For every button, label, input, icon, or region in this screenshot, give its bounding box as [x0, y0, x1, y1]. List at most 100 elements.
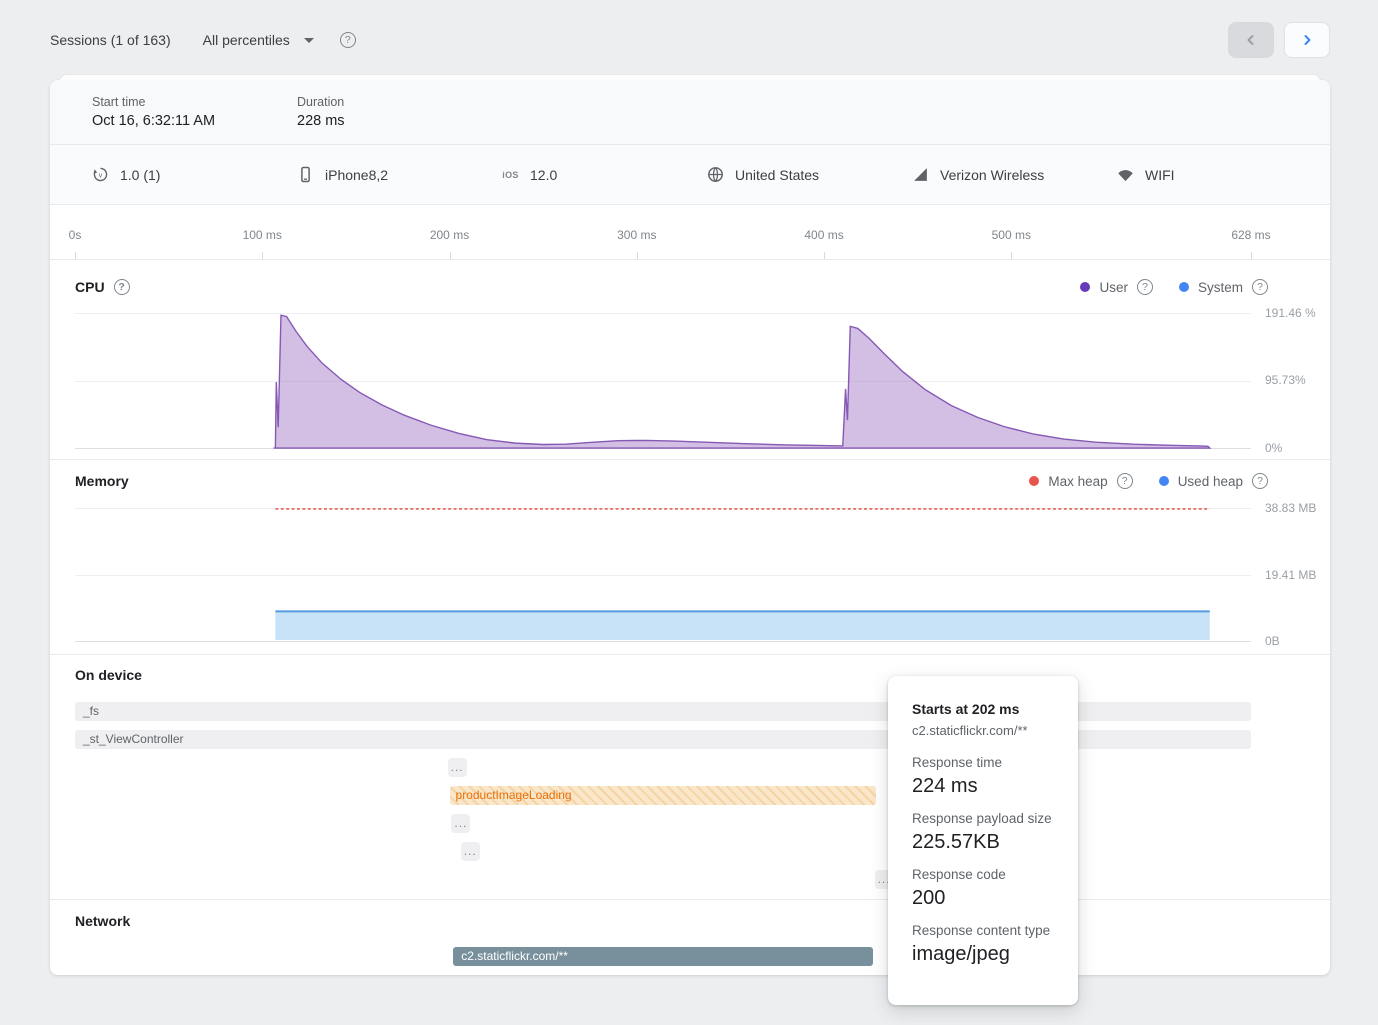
- network-section: Network c2.staticflickr.com/**: [50, 900, 1330, 975]
- timeline-tick-mark: [1011, 252, 1013, 259]
- cell-signal-icon: [912, 166, 929, 183]
- cpu-title: CPU: [75, 279, 105, 295]
- network-trace-rows: c2.staticflickr.com/**: [75, 947, 1251, 975]
- on-device-section-header: On device: [75, 667, 142, 683]
- duration-block: Duration 228 ms: [297, 95, 502, 129]
- memory-chart[interactable]: [75, 505, 1251, 642]
- timeline-tick-label: 300 ms: [617, 228, 657, 242]
- memory-tick-zero: 0B: [1265, 634, 1280, 648]
- timeline-tick-mark: [824, 252, 826, 259]
- on-device-trace-bar[interactable]: ...: [451, 814, 471, 833]
- app-version-item: v 1.0 (1): [92, 166, 297, 183]
- memory-title: Memory: [75, 473, 129, 489]
- cpu-user-area-chart: [273, 312, 1251, 449]
- system-legend-label: System: [1197, 279, 1243, 295]
- carrier-label: Verizon Wireless: [940, 166, 1045, 183]
- next-session-button[interactable]: [1284, 22, 1330, 58]
- session-summary-band: Start time Oct 16, 6:32:11 AM Duration 2…: [50, 80, 1330, 145]
- used-heap-legend-dot: [1158, 476, 1169, 486]
- memory-y-axis: 38.83 MB 19.41 MB 0B: [1251, 460, 1330, 654]
- system-legend-dot: [1178, 282, 1189, 292]
- wifi-icon: [1117, 166, 1134, 183]
- response-code-value: 200: [912, 887, 946, 909]
- response-content-type-value: image/jpeg: [912, 943, 1010, 965]
- timeline-ruler: 0s 100 ms 200 ms 300 ms 400 ms 500 ms 628 ms: [50, 205, 1330, 260]
- start-time-block: Start time Oct 16, 6:32:11 AM: [92, 95, 297, 129]
- phone-icon: [297, 166, 314, 183]
- timeline-tick-label: 500 ms: [991, 228, 1031, 242]
- timeline-tick-label: 0s: [68, 228, 82, 242]
- max-heap-help-icon[interactable]: [1116, 473, 1133, 489]
- cpu-tick-zero: 0%: [1265, 441, 1283, 455]
- timeline-tick-mark: [449, 252, 451, 259]
- used-heap-legend-label: Used heap: [1177, 473, 1243, 489]
- network-request-bar[interactable]: c2.staticflickr.com/**: [453, 947, 873, 966]
- session-detail-card: Start time Oct 16, 6:32:11 AM Duration 2…: [50, 74, 1330, 1005]
- percentiles-dropdown[interactable]: All percentiles: [203, 32, 314, 48]
- on-device-trace-bar[interactable]: productImageLoading: [449, 786, 877, 805]
- user-help-icon[interactable]: [1136, 279, 1153, 295]
- start-time-value: Oct 16, 6:32:11 AM: [92, 113, 216, 129]
- start-time-label: Start time: [92, 95, 146, 109]
- previous-session-button[interactable]: [1228, 22, 1274, 58]
- user-legend-label: User: [1099, 279, 1128, 295]
- memory-section-header: Memory: [75, 473, 129, 489]
- on-device-title: On device: [75, 667, 142, 683]
- svg-text:v: v: [99, 172, 103, 179]
- carrier-item: Verizon Wireless: [912, 166, 1117, 183]
- device-model-item: iPhone8,2: [297, 166, 502, 183]
- memory-legend: Max heap Used heap: [1029, 473, 1268, 489]
- response-time-value: 224 ms: [912, 775, 978, 797]
- chevron-left-icon: [1247, 35, 1254, 45]
- cpu-help-icon[interactable]: [113, 279, 130, 295]
- timeline-tick-mark: [262, 252, 264, 259]
- max-heap-legend-dot: [1029, 476, 1040, 486]
- memory-tick-max: 38.83 MB: [1265, 501, 1317, 515]
- tooltip-url: c2.staticflickr.com/**: [912, 723, 1028, 738]
- os-version-item: iOS 12.0: [502, 166, 707, 183]
- timeline-tick-mark: [75, 252, 76, 259]
- duration-label: Duration: [297, 95, 345, 109]
- response-content-type-label: Response content type: [912, 923, 1051, 938]
- device-model-label: iPhone8,2: [325, 166, 389, 183]
- cpu-legend: User System: [1080, 279, 1268, 295]
- chevron-down-icon: [303, 37, 314, 43]
- cpu-user-series: [273, 315, 1209, 448]
- os-badge-text: iOS: [502, 169, 519, 180]
- system-help-icon[interactable]: [1252, 279, 1268, 295]
- memory-section: Memory Max heap Used heap 38.83 MB 19.41…: [50, 460, 1330, 655]
- timeline-ticks: 0s 100 ms 200 ms 300 ms 400 ms 500 ms 628 ms: [69, 205, 1271, 259]
- cpu-y-axis: 191.46 % 95.73% 0%: [1251, 260, 1330, 459]
- used-heap-series: [275, 611, 1210, 641]
- device-attributes-band: v 1.0 (1) iPhone8,2 iOS 12.0 United Stat…: [50, 145, 1330, 205]
- tooltip-title: Starts at 202 ms: [912, 701, 1020, 717]
- duration-value: 228 ms: [297, 113, 345, 129]
- timeline-tick-mark: [636, 252, 638, 259]
- cpu-section: CPU User System 191.46 % 95.73% 0%: [50, 260, 1330, 460]
- response-payload-value: 225.57KB: [912, 831, 1000, 853]
- memory-heap-chart: [75, 505, 1251, 641]
- os-version-label: 12.0: [530, 166, 558, 183]
- cpu-tick-mid: 95.73%: [1265, 373, 1306, 387]
- help-icon[interactable]: [339, 32, 356, 48]
- on-device-trace-bar[interactable]: ...: [447, 758, 467, 777]
- cpu-chart[interactable]: [75, 312, 1251, 449]
- on-device-trace-bar[interactable]: ...: [460, 842, 480, 861]
- max-heap-legend-label: Max heap: [1048, 473, 1108, 489]
- memory-tick-mid: 19.41 MB: [1265, 568, 1317, 582]
- country-item: United States: [707, 166, 912, 183]
- user-legend-dot: [1080, 282, 1091, 292]
- response-time-label: Response time: [912, 755, 1003, 770]
- timeline-tick-mark: [1251, 252, 1252, 259]
- app-version-icon: v: [92, 166, 109, 183]
- timeline-tick-label: 628 ms: [1231, 228, 1271, 242]
- used-heap-help-icon[interactable]: [1252, 473, 1268, 489]
- chevron-right-icon: [1304, 35, 1311, 45]
- percentiles-dropdown-value: All percentiles: [202, 32, 290, 48]
- response-code-label: Response code: [912, 867, 1006, 882]
- timeline-tick-label: 200 ms: [429, 228, 470, 242]
- app-version-label: 1.0 (1): [120, 166, 161, 183]
- response-payload-label: Response payload size: [912, 811, 1052, 826]
- network-request-tooltip: Starts at 202 ms c2.staticflickr.com/** …: [888, 676, 1078, 1005]
- network-section-header: Network: [75, 913, 130, 929]
